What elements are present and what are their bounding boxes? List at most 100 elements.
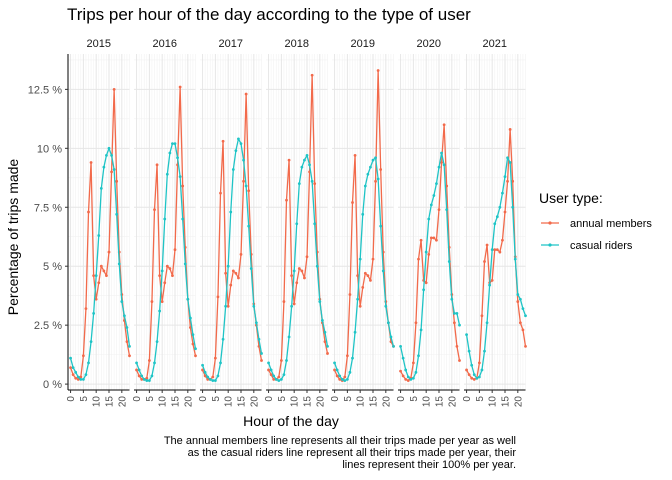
data-point-annual bbox=[112, 87, 116, 91]
data-point-annual bbox=[485, 243, 489, 247]
data-point-annual bbox=[87, 210, 90, 214]
data-point-casual bbox=[450, 297, 454, 301]
data-point-casual bbox=[183, 262, 187, 266]
data-point-annual bbox=[216, 295, 220, 299]
data-point-casual bbox=[112, 168, 116, 171]
data-point-casual bbox=[361, 212, 365, 216]
data-point-annual bbox=[452, 321, 456, 325]
data-point-casual bbox=[313, 222, 317, 226]
data-point-annual bbox=[219, 191, 222, 195]
data-point-casual bbox=[432, 194, 436, 197]
data-point-annual bbox=[181, 184, 185, 188]
data-point-annual bbox=[356, 274, 360, 278]
facet-strip-label: 2016 bbox=[153, 38, 177, 50]
data-point-casual bbox=[323, 330, 327, 334]
data-point-annual bbox=[282, 300, 286, 303]
data-point-annual bbox=[171, 274, 174, 278]
data-point-annual bbox=[224, 271, 228, 275]
data-point-annual bbox=[110, 170, 113, 174]
data-point-annual bbox=[427, 253, 431, 256]
data-point-casual bbox=[135, 361, 138, 365]
data-point-casual bbox=[435, 182, 438, 186]
data-point-annual bbox=[140, 377, 144, 381]
data-point-annual bbox=[213, 356, 217, 360]
data-point-annual bbox=[470, 376, 474, 380]
facet-panel-2021: 2021 0 5 10 15 20 bbox=[462, 38, 527, 407]
data-point-casual bbox=[89, 340, 93, 344]
data-point-casual bbox=[153, 361, 156, 365]
data-point-casual bbox=[308, 163, 311, 167]
data-point-casual bbox=[87, 361, 90, 365]
data-point-annual bbox=[292, 302, 296, 306]
data-point-annual bbox=[493, 248, 497, 252]
data-point-casual bbox=[369, 165, 372, 169]
data-point-casual bbox=[495, 215, 499, 219]
data-point-annual bbox=[326, 352, 329, 355]
data-point-annual bbox=[442, 123, 446, 127]
data-point-annual bbox=[239, 253, 243, 256]
data-point-casual bbox=[488, 283, 492, 287]
legend: User type: annual members casual riders bbox=[539, 190, 652, 252]
x-tick-label: 20 bbox=[447, 396, 458, 408]
data-point-casual bbox=[310, 179, 314, 183]
data-point-casual bbox=[392, 344, 395, 348]
data-point-annual bbox=[201, 368, 204, 372]
data-point-casual bbox=[422, 288, 426, 292]
facet-panel-2019: 2019 0 5 10 15 20 bbox=[330, 38, 395, 407]
y-tick-label: 10 % bbox=[37, 143, 62, 155]
data-point-casual bbox=[485, 321, 489, 325]
data-point-annual bbox=[226, 304, 230, 308]
data-point-casual bbox=[477, 375, 481, 379]
data-point-annual bbox=[191, 342, 195, 346]
data-point-casual bbox=[155, 340, 159, 344]
data-point-casual bbox=[272, 374, 276, 378]
data-point-casual bbox=[516, 293, 520, 296]
data-point-annual bbox=[125, 340, 129, 344]
x-tick-label: 5 bbox=[277, 396, 288, 402]
data-point-annual bbox=[260, 359, 263, 362]
data-point-casual bbox=[216, 374, 220, 378]
x-tick-label: 15 bbox=[105, 396, 116, 408]
data-point-annual bbox=[290, 274, 294, 278]
x-tick-label: 0 bbox=[330, 396, 341, 402]
data-point-casual bbox=[356, 297, 360, 301]
data-point-annual bbox=[435, 238, 438, 242]
data-point-annual bbox=[92, 274, 96, 278]
data-point-casual bbox=[343, 379, 347, 382]
x-tick-label: 20 bbox=[513, 396, 524, 408]
data-point-casual bbox=[326, 344, 329, 348]
data-point-casual bbox=[524, 314, 527, 318]
y-tick-label: 2.5 % bbox=[34, 320, 62, 332]
x-axis-title: Hour of the day bbox=[243, 413, 339, 429]
data-point-casual bbox=[99, 187, 103, 190]
data-point-casual bbox=[74, 370, 78, 374]
data-point-annual bbox=[417, 257, 420, 261]
data-point-annual bbox=[279, 359, 283, 362]
data-point-casual bbox=[348, 370, 352, 374]
x-tick-label: 5 bbox=[409, 396, 420, 402]
data-point-annual bbox=[287, 158, 291, 162]
data-point-casual bbox=[97, 234, 101, 237]
data-point-casual bbox=[465, 333, 468, 336]
data-point-casual bbox=[493, 222, 497, 226]
data-point-annual bbox=[338, 377, 342, 381]
series-line-casual bbox=[465, 157, 527, 379]
x-tick-label: 15 bbox=[501, 396, 512, 408]
data-point-casual bbox=[244, 184, 248, 188]
data-point-casual bbox=[277, 379, 281, 382]
data-point-casual bbox=[467, 349, 471, 353]
x-tick-label: 5 bbox=[343, 396, 354, 402]
y-tick-label: 12.5 % bbox=[28, 84, 62, 96]
data-point-annual bbox=[411, 361, 415, 365]
caption-line-1: The annual members line represents all t… bbox=[164, 435, 516, 447]
data-point-casual bbox=[429, 203, 433, 207]
x-tick-label: 0 bbox=[396, 396, 407, 402]
data-point-annual bbox=[147, 359, 151, 362]
data-point-annual bbox=[300, 269, 304, 273]
data-point-casual bbox=[282, 373, 286, 377]
data-point-casual bbox=[260, 352, 263, 355]
data-point-casual bbox=[211, 379, 215, 382]
x-tick-label: 5 bbox=[145, 396, 156, 402]
data-point-casual bbox=[208, 377, 212, 381]
